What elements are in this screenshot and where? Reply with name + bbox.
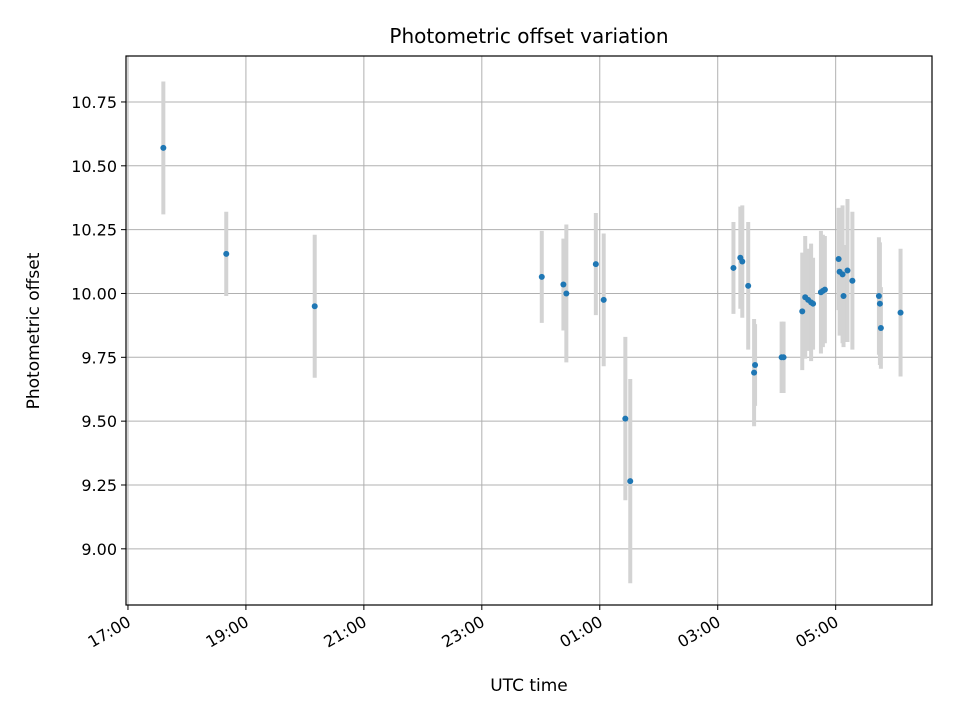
data-point (821, 286, 828, 293)
y-tick-label: 10.75 (71, 93, 117, 112)
data-point (563, 290, 570, 297)
data-point (780, 354, 787, 361)
data-point (160, 144, 167, 151)
y-tick-label: 9.25 (81, 476, 117, 495)
grid (126, 56, 932, 605)
data-point (560, 281, 567, 288)
data-point (876, 300, 883, 307)
y-tick-label: 9.00 (81, 540, 117, 559)
y-tick-label: 9.50 (81, 412, 117, 431)
data-point (810, 300, 817, 307)
chart-title: Photometric offset variation (389, 24, 668, 48)
data-point (627, 478, 634, 485)
y-tick-label: 10.00 (71, 284, 117, 303)
y-tick-label: 9.75 (81, 348, 117, 367)
plot-area (126, 56, 932, 605)
data-point (844, 267, 851, 274)
data-point (799, 308, 806, 315)
data-point (730, 264, 737, 271)
data-point (839, 271, 846, 278)
plot-frame (125, 55, 933, 606)
data-point (835, 256, 842, 263)
x-axis-label: UTC time (490, 676, 568, 696)
data-point (849, 277, 856, 284)
data-point (897, 309, 904, 316)
data-point (739, 258, 746, 265)
y-axis-label: Photometric offset (24, 252, 44, 409)
data-points (160, 144, 904, 485)
y-tick-label: 10.25 (71, 221, 117, 240)
data-point (538, 273, 545, 280)
data-point (752, 361, 759, 368)
data-point (751, 369, 758, 376)
data-point (622, 415, 629, 422)
data-point (875, 293, 882, 300)
data-point (311, 303, 318, 310)
data-point (877, 324, 884, 331)
y-tick-label: 10.50 (71, 157, 117, 176)
data-point (600, 296, 607, 303)
data-point (745, 282, 752, 289)
data-point (592, 261, 599, 268)
data-point (840, 293, 847, 300)
y-axis: 9.00 9.25 9.50 9.75 10.00 10.25 10.50 10.75 (71, 93, 126, 559)
data-point (223, 250, 230, 257)
